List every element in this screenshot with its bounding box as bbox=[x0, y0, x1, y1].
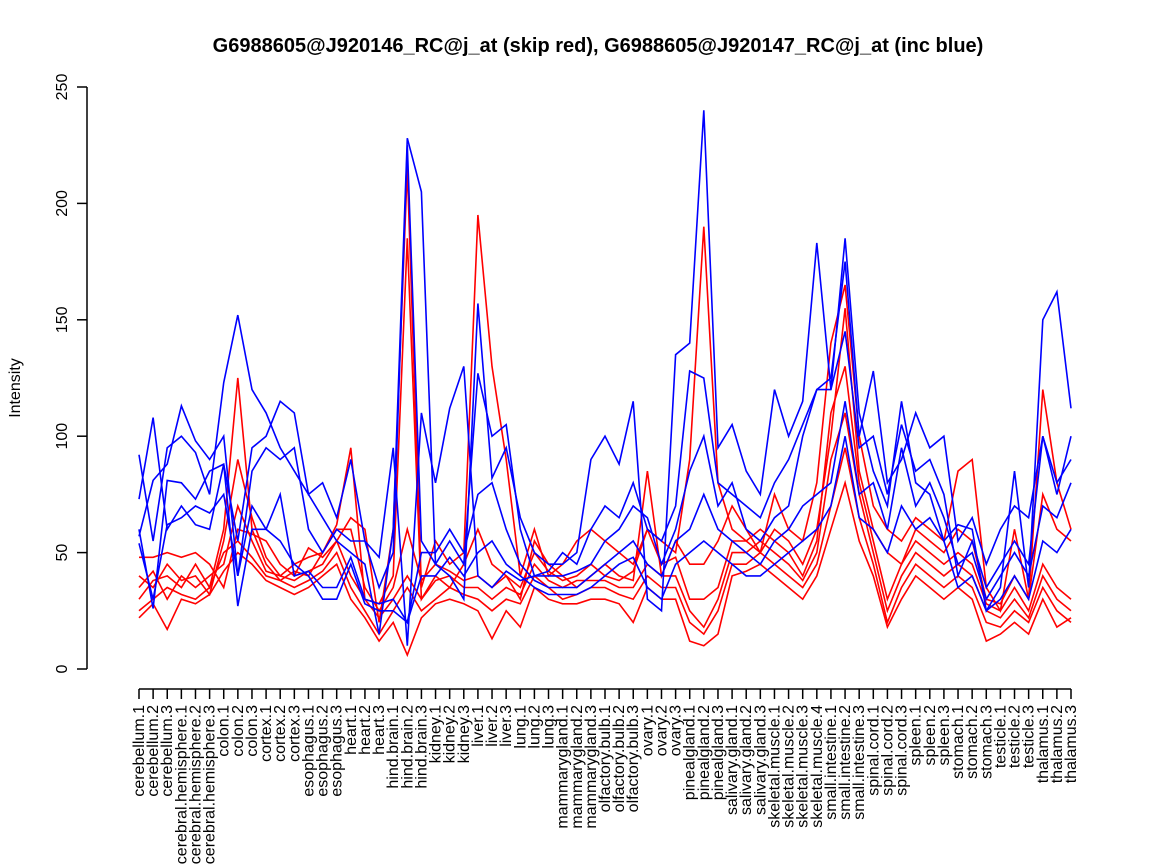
series-line-8 bbox=[138, 261, 1072, 646]
x-tick-label: cerebral.hemisphere.1 bbox=[173, 705, 190, 864]
series-layer bbox=[138, 110, 1072, 658]
x-tick-label: esophagus.1 bbox=[300, 705, 317, 797]
x-tick-label: ovary.1 bbox=[639, 705, 656, 756]
x-tick-label: stomach.1 bbox=[950, 705, 967, 779]
x-tick-label: lung.1 bbox=[512, 705, 529, 749]
x-tick-label: mammarygland.2 bbox=[569, 705, 586, 829]
x-tick-label: cerebellum.2 bbox=[145, 705, 162, 797]
x-tick-label: cerebral.hemisphere.2 bbox=[187, 705, 204, 864]
x-tick-label: stomach.3 bbox=[978, 705, 995, 779]
x-tick-label: heart.1 bbox=[343, 705, 360, 755]
x-tick-label: ovary.2 bbox=[653, 705, 670, 756]
series-line-10 bbox=[138, 401, 1072, 625]
x-tick-label: lung.2 bbox=[526, 705, 543, 749]
x-tick-label: esophagus.2 bbox=[315, 705, 332, 797]
x-tick-label: kidney.1 bbox=[428, 705, 445, 764]
y-tick-label: 100 bbox=[54, 423, 71, 450]
x-tick-label: small.intestine.1 bbox=[823, 705, 840, 820]
x-tick-label: testicle.2 bbox=[1007, 705, 1024, 768]
x-tick-label: liver.3 bbox=[498, 705, 515, 747]
x-tick-label: colon.3 bbox=[244, 705, 261, 757]
x-tick-label: salivary.gland.3 bbox=[752, 705, 769, 815]
series-line-6 bbox=[138, 479, 1072, 658]
x-tick-label: spleen.1 bbox=[908, 705, 925, 766]
y-tick-label: 50 bbox=[54, 544, 71, 562]
x-tick-label: spinal.cord.2 bbox=[879, 705, 896, 796]
x-tick-label: olfactory.bulb.3 bbox=[625, 705, 642, 812]
series-line-4 bbox=[138, 412, 1072, 629]
x-tick-label: spleen.3 bbox=[936, 705, 953, 766]
x-tick-label: cerebellum.1 bbox=[131, 705, 148, 797]
y-axis-label: Intensity bbox=[7, 358, 24, 418]
x-tick-label: ovary.3 bbox=[668, 705, 685, 756]
x-tick-label: pinealgland.3 bbox=[710, 705, 727, 800]
x-tick-label: skeletal.muscle.4 bbox=[809, 705, 826, 828]
series-line-11 bbox=[138, 436, 1072, 624]
x-tick-label: hind.brain.2 bbox=[399, 705, 416, 789]
x-tick-label: thalamus.2 bbox=[1049, 705, 1066, 783]
x-tick-label: heart.2 bbox=[357, 705, 374, 755]
x-tick-label: testicle.3 bbox=[1021, 705, 1038, 768]
x-tick-label: kidney.3 bbox=[456, 705, 473, 764]
x-tick-label: cortex.2 bbox=[272, 705, 289, 762]
x-tick-label: spinal.cord.3 bbox=[894, 705, 911, 796]
x-tick-label: cerebral.hemisphere.3 bbox=[202, 705, 219, 864]
y-tick-label: 150 bbox=[54, 306, 71, 333]
x-tick-label: pinealgland.1 bbox=[682, 705, 699, 800]
x-tick-label: skeletal.muscle.1 bbox=[766, 705, 783, 828]
x-tick-label: liver.1 bbox=[470, 705, 487, 747]
x-tick-label: mammarygland.1 bbox=[555, 705, 572, 829]
x-tick-label: heart.3 bbox=[371, 705, 388, 755]
y-tick-label: 0 bbox=[54, 664, 71, 673]
x-tick-label: pinealgland.2 bbox=[696, 705, 713, 800]
x-tick-label: thalamus.3 bbox=[1063, 705, 1080, 783]
x-tick-label: spleen.2 bbox=[922, 705, 939, 766]
x-tick-label: lung.3 bbox=[541, 705, 558, 749]
x-tick-label: olfactory.bulb.2 bbox=[611, 705, 628, 812]
x-tick-label: liver.2 bbox=[484, 705, 501, 747]
x-tick-label: salivary.gland.1 bbox=[724, 705, 741, 815]
x-tick-label: esophagus.3 bbox=[329, 705, 346, 797]
x-tick-label: skeletal.muscle.3 bbox=[795, 705, 812, 828]
x-tick-label: small.intestine.2 bbox=[837, 705, 854, 820]
series-line-2 bbox=[138, 238, 1072, 605]
y-tick-label: 200 bbox=[54, 190, 71, 217]
series-line-9 bbox=[138, 145, 1072, 590]
series-line-7 bbox=[138, 110, 1072, 635]
x-tick-label: stomach.2 bbox=[964, 705, 981, 779]
x-tick-label: colon.1 bbox=[216, 705, 233, 757]
x-tick-label: spinal.cord.1 bbox=[865, 705, 882, 796]
x-tick-label: cerebellum.3 bbox=[159, 705, 176, 797]
x-tick-label: cortex.3 bbox=[286, 705, 303, 762]
x-tick-label: skeletal.muscle.2 bbox=[781, 705, 798, 828]
x-axis: cerebellum.1cerebellum.2cerebellum.3cere… bbox=[131, 688, 1080, 864]
x-tick-label: kidney.2 bbox=[442, 705, 459, 764]
x-tick-label: salivary.gland.2 bbox=[738, 705, 755, 815]
y-tick-label: 250 bbox=[54, 74, 71, 101]
x-tick-label: testicle.1 bbox=[992, 705, 1009, 768]
x-tick-label: hind.brain.1 bbox=[385, 705, 402, 789]
chart-title: G6988605@J920146_RC@j_at (skip red), G69… bbox=[213, 35, 984, 57]
x-tick-label: olfactory.bulb.1 bbox=[597, 705, 614, 812]
x-tick-label: small.intestine.3 bbox=[851, 705, 868, 820]
y-axis: 0 50 100 150 200 250 bbox=[54, 74, 88, 673]
x-tick-label: cortex.1 bbox=[258, 705, 275, 762]
series-line-5 bbox=[138, 447, 1072, 636]
x-tick-label: thalamus.1 bbox=[1035, 705, 1052, 783]
x-tick-label: mammarygland.3 bbox=[583, 705, 600, 829]
x-tick-label: hind.brain.3 bbox=[413, 705, 430, 789]
x-tick-label: colon.2 bbox=[230, 705, 247, 757]
